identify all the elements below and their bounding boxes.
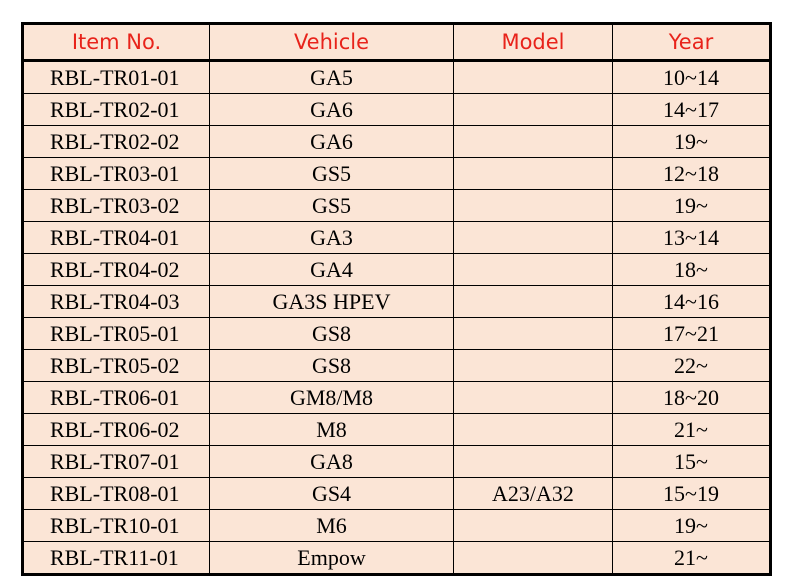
cell-model (453, 413, 613, 446)
table-row: RBL-TR07-01 GA8 15~ (22, 445, 771, 478)
cell-year: 15~19 (612, 477, 771, 510)
cell-year: 12~18 (612, 157, 771, 190)
cell-model (453, 381, 613, 414)
cell-vehicle: GS5 (209, 157, 454, 190)
cell-year: 19~ (612, 189, 771, 222)
cell-vehicle: GA4 (209, 253, 454, 286)
cell-model (453, 93, 613, 126)
cell-item-no: RBL-TR02-01 (22, 93, 210, 126)
cell-vehicle: GS8 (209, 349, 454, 382)
product-table: Item No. Vehicle Model Year RBL-TR01-01 G… (21, 22, 772, 576)
cell-model (453, 60, 613, 94)
cell-model (453, 509, 613, 542)
cell-model (453, 317, 613, 350)
cell-vehicle: GA6 (209, 125, 454, 158)
cell-vehicle: GA3 (209, 221, 454, 254)
cell-item-no: RBL-TR05-01 (22, 317, 210, 350)
cell-item-no: RBL-TR04-02 (22, 253, 210, 286)
cell-item-no: RBL-TR01-01 (22, 60, 210, 94)
cell-item-no: RBL-TR10-01 (22, 509, 210, 542)
cell-year: 15~ (612, 445, 771, 478)
table-row: RBL-TR01-01 GA5 10~14 (22, 60, 771, 94)
cell-vehicle: Empow (209, 541, 454, 575)
cell-item-no: RBL-TR03-02 (22, 189, 210, 222)
cell-year: 14~16 (612, 285, 771, 318)
table-row: RBL-TR11-01 Empow 21~ (22, 541, 771, 575)
cell-model (453, 125, 613, 158)
cell-vehicle: GA6 (209, 93, 454, 126)
cell-vehicle: M8 (209, 413, 454, 446)
table-row: RBL-TR06-02 M8 21~ (22, 413, 771, 446)
cell-model (453, 189, 613, 222)
table-row: RBL-TR02-02 GA6 19~ (22, 125, 771, 158)
cell-vehicle: M6 (209, 509, 454, 542)
cell-year: 18~20 (612, 381, 771, 414)
cell-item-no: RBL-TR07-01 (22, 445, 210, 478)
cell-model (453, 349, 613, 382)
table-row: RBL-TR03-01 GS5 12~18 (22, 157, 771, 190)
cell-model: A23/A32 (453, 477, 613, 510)
table-row: RBL-TR04-03 GA3S HPEV 14~16 (22, 285, 771, 318)
cell-model (453, 541, 613, 575)
table-row: RBL-TR03-02 GS5 19~ (22, 189, 771, 222)
cell-vehicle: GS8 (209, 317, 454, 350)
cell-item-no: RBL-TR05-02 (22, 349, 210, 382)
cell-vehicle: GA5 (209, 60, 454, 94)
cell-item-no: RBL-TR03-01 (22, 157, 210, 190)
cell-year: 22~ (612, 349, 771, 382)
cell-item-no: RBL-TR04-03 (22, 285, 210, 318)
cell-year: 21~ (612, 541, 771, 575)
cell-vehicle: GS5 (209, 189, 454, 222)
cell-vehicle: GA3S HPEV (209, 285, 454, 318)
cell-year: 10~14 (612, 60, 771, 94)
table-row: RBL-TR06-01 GM8/M8 18~20 (22, 381, 771, 414)
table-row: RBL-TR05-01 GS8 17~21 (22, 317, 771, 350)
cell-item-no: RBL-TR11-01 (22, 541, 210, 575)
cell-year: 19~ (612, 509, 771, 542)
cell-year: 18~ (612, 253, 771, 286)
cell-year: 21~ (612, 413, 771, 446)
cell-item-no: RBL-TR02-02 (22, 125, 210, 158)
cell-year: 14~17 (612, 93, 771, 126)
cell-model (453, 285, 613, 318)
cell-vehicle: GS4 (209, 477, 454, 510)
table-body: RBL-TR01-01 GA5 10~14 RBL-TR02-01 GA6 14~17 RB… (22, 60, 771, 575)
cell-model (453, 157, 613, 190)
table-row: RBL-TR05-02 GS8 22~ (22, 349, 771, 382)
header-item-no: Item No. (22, 23, 210, 62)
header-model: Model (453, 23, 613, 62)
table-row: RBL-TR08-01 GS4 A23/A32 15~19 (22, 477, 771, 510)
cell-item-no: RBL-TR04-01 (22, 221, 210, 254)
cell-model (453, 221, 613, 254)
header-vehicle: Vehicle (209, 23, 454, 62)
cell-model (453, 445, 613, 478)
table-row: RBL-TR04-02 GA4 18~ (22, 253, 771, 286)
cell-year: 17~21 (612, 317, 771, 350)
table-row: RBL-TR04-01 GA3 13~14 (22, 221, 771, 254)
header-year: Year (612, 23, 771, 62)
table-row: RBL-TR02-01 GA6 14~17 (22, 93, 771, 126)
cell-item-no: RBL-TR08-01 (22, 477, 210, 510)
header-row: Item No. Vehicle Model Year (22, 23, 771, 62)
table-row: RBL-TR10-01 M6 19~ (22, 509, 771, 542)
cell-year: 13~14 (612, 221, 771, 254)
cell-item-no: RBL-TR06-01 (22, 381, 210, 414)
cell-item-no: RBL-TR06-02 (22, 413, 210, 446)
cell-model (453, 253, 613, 286)
cell-vehicle: GA8 (209, 445, 454, 478)
cell-vehicle: GM8/M8 (209, 381, 454, 414)
cell-year: 19~ (612, 125, 771, 158)
